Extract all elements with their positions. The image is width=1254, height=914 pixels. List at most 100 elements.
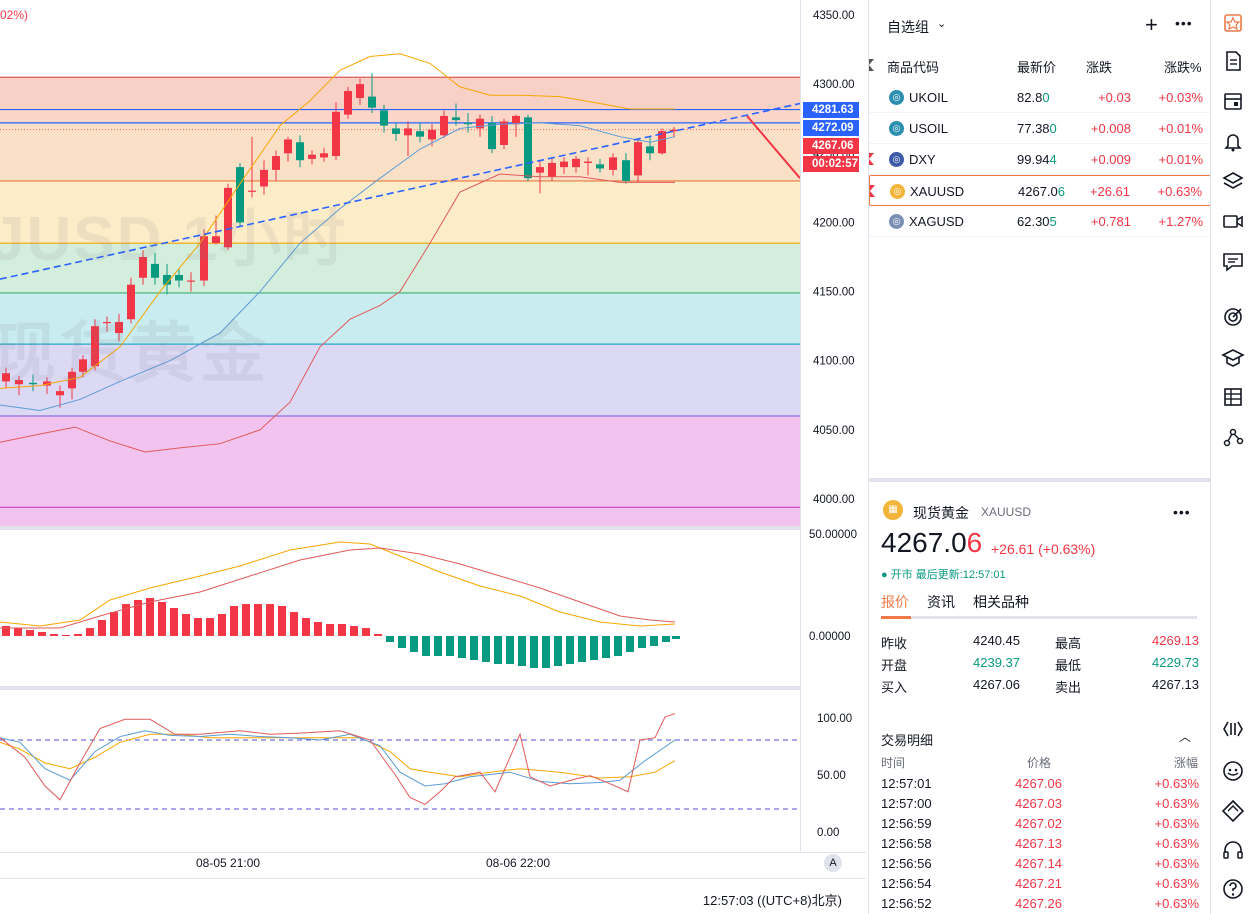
candle-body[interactable] xyxy=(670,129,678,132)
candle-body[interactable] xyxy=(139,257,147,278)
candle-body[interactable] xyxy=(356,84,364,98)
education-icon[interactable] xyxy=(1220,344,1246,370)
candle-body[interactable] xyxy=(488,122,496,150)
candle-body[interactable] xyxy=(2,373,10,382)
moving-average[interactable] xyxy=(0,122,676,412)
kdj-k-line[interactable] xyxy=(0,730,676,787)
broker-icon[interactable] xyxy=(1220,798,1246,824)
auto-scale-button[interactable]: A xyxy=(824,854,842,872)
candle-body[interactable] xyxy=(187,280,195,282)
candle-body[interactable] xyxy=(536,167,544,173)
candle-body[interactable] xyxy=(332,111,340,157)
column-symbol[interactable]: 商品代码 xyxy=(887,60,940,75)
candle-body[interactable] xyxy=(476,118,484,129)
countdown-tag[interactable]: 00:02:57 xyxy=(803,156,859,172)
candle-body[interactable] xyxy=(115,321,123,334)
candle-body[interactable] xyxy=(212,236,220,244)
candle-body[interactable] xyxy=(524,117,532,179)
plus-icon[interactable]: + xyxy=(1145,12,1158,37)
candle-body[interactable] xyxy=(500,121,508,145)
candle-body[interactable] xyxy=(572,158,580,168)
video-icon[interactable] xyxy=(1220,208,1246,234)
candle-body[interactable] xyxy=(380,110,388,126)
price-tag[interactable]: 4267.06 xyxy=(803,138,859,154)
price-tag[interactable]: 4281.63 xyxy=(803,102,859,118)
notes-icon[interactable] xyxy=(1220,48,1246,74)
arrow-line[interactable] xyxy=(746,115,800,179)
help-icon[interactable] xyxy=(1220,876,1246,902)
candle-body[interactable] xyxy=(236,167,244,223)
candle-body[interactable] xyxy=(634,142,642,176)
candle-body[interactable] xyxy=(200,236,208,281)
chart-area[interactable]: 02%) JUSD 1小时 现货黄金 4350.00 4300.00 4250.00… xyxy=(0,0,866,914)
candle-body[interactable] xyxy=(368,96,376,108)
panel-separator[interactable] xyxy=(869,478,1211,482)
candle-body[interactable] xyxy=(596,164,604,169)
candle-body[interactable] xyxy=(175,274,183,281)
chevron-up-icon[interactable]: ︿ xyxy=(1179,730,1192,744)
more-icon[interactable]: ••• xyxy=(1175,15,1193,31)
row-symbol[interactable]: UKOIL xyxy=(909,90,949,105)
candle-body[interactable] xyxy=(43,381,51,386)
candle-body[interactable] xyxy=(79,359,87,372)
macd-pane[interactable] xyxy=(0,530,800,688)
pane-separator[interactable] xyxy=(0,526,866,530)
watchlist-title[interactable]: 自选组 xyxy=(887,19,929,35)
clock-timezone[interactable]: 12:57:03 ((UTC+8)北京) xyxy=(702,893,842,908)
candle-body[interactable] xyxy=(512,115,520,125)
row-symbol[interactable]: XAUUSD xyxy=(910,184,965,199)
row-symbol[interactable]: XAGUSD xyxy=(909,214,964,229)
time-axis[interactable]: 08-05 21:00 08-06 22:00 xyxy=(0,852,866,874)
more-icon[interactable]: ••• xyxy=(1173,504,1191,520)
candle-body[interactable] xyxy=(151,263,159,278)
candle-body[interactable] xyxy=(91,326,99,367)
candle-body[interactable] xyxy=(296,142,304,161)
candle-body[interactable] xyxy=(344,91,352,115)
candle-body[interactable] xyxy=(29,382,37,385)
candle-body[interactable] xyxy=(127,284,135,320)
candle-body[interactable] xyxy=(646,146,654,154)
candle-body[interactable] xyxy=(404,128,412,136)
chevron-down-icon[interactable]: ⌄ xyxy=(937,18,947,30)
trend-line[interactable] xyxy=(0,102,800,280)
candle-body[interactable] xyxy=(260,169,268,187)
macd-dea-line[interactable] xyxy=(0,547,676,629)
candle-body[interactable] xyxy=(428,129,436,140)
row-symbol[interactable]: DXY xyxy=(909,152,936,167)
candle-body[interactable] xyxy=(163,274,171,285)
candle-body[interactable] xyxy=(272,156,280,170)
candle-body[interactable] xyxy=(248,190,256,192)
candle-body[interactable] xyxy=(440,115,448,136)
candle-body[interactable] xyxy=(308,154,316,159)
candle-body[interactable] xyxy=(560,161,568,168)
candle-body[interactable] xyxy=(464,122,472,125)
watchlist-row[interactable]: ◎ XAUUSD 4267.06 +26.61 +0.63% xyxy=(869,175,1211,206)
watchlist-row[interactable]: ◎ XAGUSD 62.305 +0.781 +1.27% xyxy=(869,206,1211,237)
candle-body[interactable] xyxy=(392,128,400,134)
flag-icon[interactable] xyxy=(869,59,874,71)
kdj-d-line[interactable] xyxy=(0,733,676,779)
tab-related[interactable]: 相关品种 xyxy=(973,594,1029,610)
column-change-pct[interactable]: 涨跌% xyxy=(1164,60,1202,75)
kdj-pane[interactable] xyxy=(0,690,800,852)
candle-body[interactable] xyxy=(609,157,617,170)
support-icon[interactable] xyxy=(1220,838,1246,864)
candle-body[interactable] xyxy=(548,162,556,177)
bollinger-upper[interactable] xyxy=(0,53,675,389)
watchlist-row[interactable]: ◎ UKOIL 82.80 +0.03 +0.03% xyxy=(869,82,1211,113)
candle-body[interactable] xyxy=(15,380,23,385)
candle-body[interactable] xyxy=(416,131,424,137)
target-icon[interactable] xyxy=(1220,304,1246,330)
calendar-icon[interactable] xyxy=(1220,88,1246,114)
table-icon[interactable] xyxy=(1220,384,1246,410)
network-icon[interactable] xyxy=(1220,424,1246,450)
candle-body[interactable] xyxy=(56,391,64,396)
candle-body[interactable] xyxy=(103,321,111,324)
candle-body[interactable] xyxy=(622,160,630,181)
column-change[interactable]: 涨跌 xyxy=(1086,60,1113,75)
candle-body[interactable] xyxy=(584,161,592,163)
candle-body[interactable] xyxy=(452,117,460,121)
chat-icon[interactable] xyxy=(1220,248,1246,274)
data-window-icon[interactable] xyxy=(1220,716,1246,742)
main-price-pane[interactable] xyxy=(0,0,800,528)
